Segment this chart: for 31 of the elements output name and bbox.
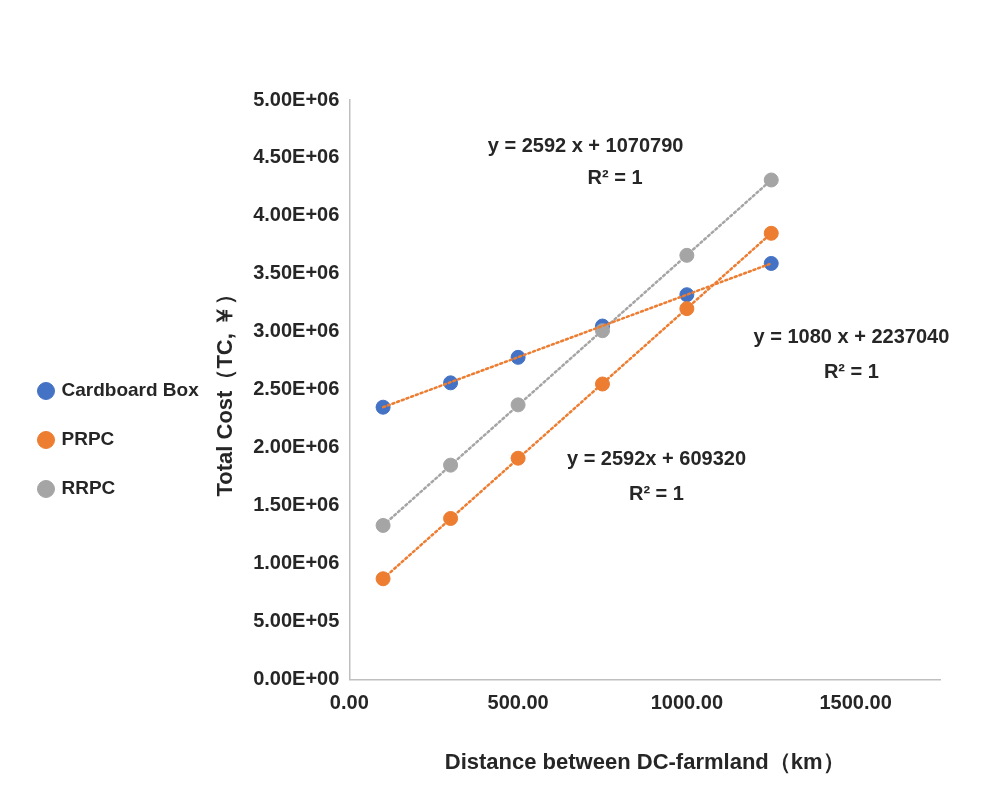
y-tick-label: 0.00E+00 — [253, 667, 340, 690]
point — [763, 255, 779, 271]
annotation: y = 2592 x + 1070790 — [487, 133, 684, 156]
point — [763, 172, 779, 188]
x-tick-label: 1000.00 — [650, 691, 723, 714]
y-tick-label: 1.50E+06 — [253, 493, 340, 516]
y-tick-label: 2.50E+06 — [253, 377, 340, 400]
x-tick-label: 1500.00 — [819, 691, 892, 714]
y-tick-label: 2.00E+06 — [253, 435, 340, 458]
annotation: R² = 1 — [587, 165, 643, 188]
y-tick-label: 5.00E+06 — [253, 87, 340, 110]
point — [763, 225, 779, 241]
y-tick-label: 4.00E+06 — [253, 203, 340, 226]
x-axis-title: Distance between DC-farmland（km） — [444, 748, 845, 774]
y-tick-label: 3.00E+06 — [253, 319, 340, 342]
annotation: y = 2592x + 609320 — [566, 446, 747, 469]
y-tick-label: 1.00E+06 — [253, 551, 340, 574]
x-tick-label: 500.00 — [487, 691, 549, 714]
point — [375, 571, 391, 587]
point — [375, 517, 391, 533]
annotation: R² = 1 — [823, 359, 879, 382]
y-tick-label: 5.00E+05 — [253, 609, 340, 632]
annotation: R² = 1 — [628, 481, 684, 504]
legend-label: PRPC — [61, 428, 115, 450]
y-axis-title: Total Cost（TC, ￥） — [212, 283, 237, 497]
y-tick-label: 3.50E+06 — [253, 261, 340, 284]
y-tick-label: 4.50E+06 — [253, 145, 340, 168]
x-tick-label: 0.00 — [329, 691, 369, 714]
legend-label: Cardboard Box — [61, 379, 200, 401]
annotation: y = 1080 x + 2237040 — [753, 325, 950, 348]
legend-label: RRPC — [61, 477, 116, 499]
